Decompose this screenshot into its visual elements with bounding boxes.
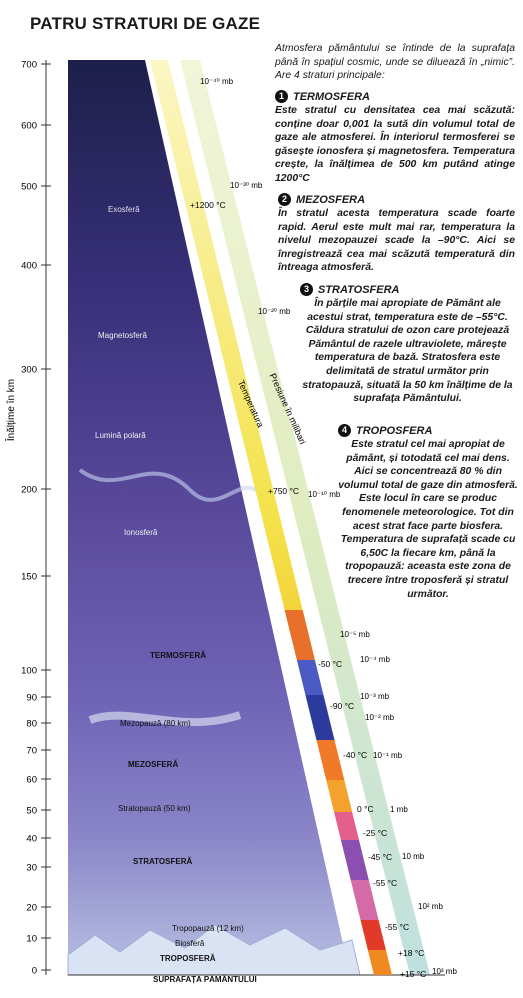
pressure-label: 10⁻³⁰ mb	[230, 181, 263, 190]
temperature-label: +15 °C	[400, 969, 426, 979]
layer-label: STRATOSFERĂ	[133, 857, 192, 866]
temperature-label: -90 °C	[330, 701, 354, 711]
temperature-label: 0 °C	[357, 804, 374, 814]
pressure-band	[180, 60, 430, 975]
tick-label: 20	[26, 903, 37, 914]
pressure-label: 10⁻⁴ mb	[360, 655, 390, 664]
section-heading: 1 TERMOSFERA	[275, 90, 370, 103]
layer-label: Lumină polară	[95, 431, 146, 440]
temperature-segment	[350, 880, 379, 920]
tick-label: 150	[21, 572, 37, 583]
temperature-segment	[367, 950, 392, 975]
temperature-segment	[316, 740, 345, 780]
temperature-label: +18 °C	[398, 948, 424, 958]
section-heading: 4 TROPOSFERA	[338, 424, 432, 437]
section-title: TERMOSFERA	[293, 90, 370, 103]
section-body: În părțile mai apropiate de Pământ ale a…	[302, 298, 513, 405]
aurora	[78, 468, 264, 502]
layer-label: TERMOSFERĂ	[150, 651, 206, 660]
pressure-label: 10² mb	[418, 902, 443, 911]
tick-label: 70	[26, 746, 37, 757]
layer-label: Mezopauză (80 km)	[120, 719, 191, 728]
pressure-label: 1 mb	[390, 805, 408, 814]
pressure-label: 10⁻⁴⁰ mb	[200, 77, 234, 86]
layer-label: Biosferă	[175, 939, 205, 948]
temperature-segment	[360, 920, 386, 950]
tick-label: 10	[26, 934, 37, 945]
tick-label: 600	[21, 121, 37, 132]
layer-label: Magnetosferă	[98, 331, 147, 340]
tick-label: 500	[21, 182, 37, 193]
pressure-label: 10⁻²⁰ mb	[258, 307, 291, 316]
intro-text: Atmosfera pământului se întinde de la su…	[275, 43, 515, 82]
section-number: 3	[300, 283, 313, 296]
tick-label: 100	[21, 666, 37, 677]
pressure-label: 10⁻⁵ mb	[340, 630, 370, 639]
mountains	[67, 924, 361, 976]
section-heading: 2 MEZOSFERA	[278, 193, 365, 206]
tick-label: 300	[21, 365, 37, 376]
pressure-label: 10⁻² mb	[365, 713, 395, 722]
section-number: 4	[338, 424, 351, 437]
temperature-segment	[334, 812, 359, 840]
section-title: TROPOSFERA	[356, 424, 433, 437]
temperature-label: -40 °C	[343, 750, 367, 760]
pressure-label: 10⁻¹ mb	[373, 751, 403, 760]
tick-label: 60	[26, 775, 37, 786]
temperature-label: -45 °C	[368, 852, 392, 862]
atmosphere-column	[68, 60, 350, 975]
temperature-label: -50 °C	[318, 659, 342, 669]
temperature-label: +1200 °C	[190, 200, 226, 210]
temperature-segment	[284, 610, 315, 660]
layer-label: Exosferă	[108, 205, 140, 214]
temperature-label: -55 °C	[385, 922, 409, 932]
section-body: Este stratul cu densitatea cea mai scăzu…	[275, 105, 515, 184]
layer-label: Stratopauză (50 km)	[118, 804, 191, 813]
section-body: În stratul acesta temperatura scade foar…	[278, 208, 515, 274]
section-body: Este stratul cel mai apropiat de pământ,…	[338, 439, 518, 600]
tick-label: 90	[26, 693, 37, 704]
temperature-segment	[305, 695, 335, 740]
layer-label: SUPRAFAȚA PĂMÂNTULUI	[153, 975, 257, 984]
tick-label: 80	[26, 719, 37, 730]
tick-label: 400	[21, 261, 37, 272]
layer-label: TROPOSFERĂ	[160, 954, 216, 963]
layer-label: Tropopauză (12 km)	[172, 924, 244, 933]
pressure-label: 10⁻³ mb	[360, 692, 390, 701]
temperature-segment	[326, 780, 353, 812]
temperature-label: -55 °C	[373, 878, 397, 888]
section-title: STRATOSFERA	[318, 283, 400, 296]
section-title: MEZOSFERA	[296, 193, 366, 206]
pressure-label: 10⁻¹⁰ mb	[308, 490, 341, 499]
temperature-segment	[340, 840, 369, 880]
temperature-label: -25 °C	[363, 828, 387, 838]
pressure-label: 10³ mb	[432, 967, 457, 976]
pressure-label: 10 mb	[402, 852, 425, 861]
tick-label: 700	[21, 60, 37, 71]
layer-label: Ionosferă	[124, 528, 158, 537]
tick-label: 40	[26, 834, 37, 845]
layer-label: MEZOSFERĂ	[128, 760, 178, 769]
tick-label: 50	[26, 806, 37, 817]
temperature-label: +750 °C	[268, 486, 299, 496]
section-number: 1	[275, 90, 288, 103]
cloud	[88, 711, 242, 727]
axis-label: Înălțime în km	[4, 379, 17, 442]
tick-label: 0	[32, 966, 37, 977]
page-title: PATRU STRATURI DE GAZE	[30, 14, 261, 33]
tick-label: 30	[26, 863, 37, 874]
temperature-segment	[296, 660, 324, 695]
section-number: 2	[278, 193, 291, 206]
tick-label: 200	[21, 485, 37, 496]
section-heading: 3 STRATOSFERA	[300, 283, 400, 296]
